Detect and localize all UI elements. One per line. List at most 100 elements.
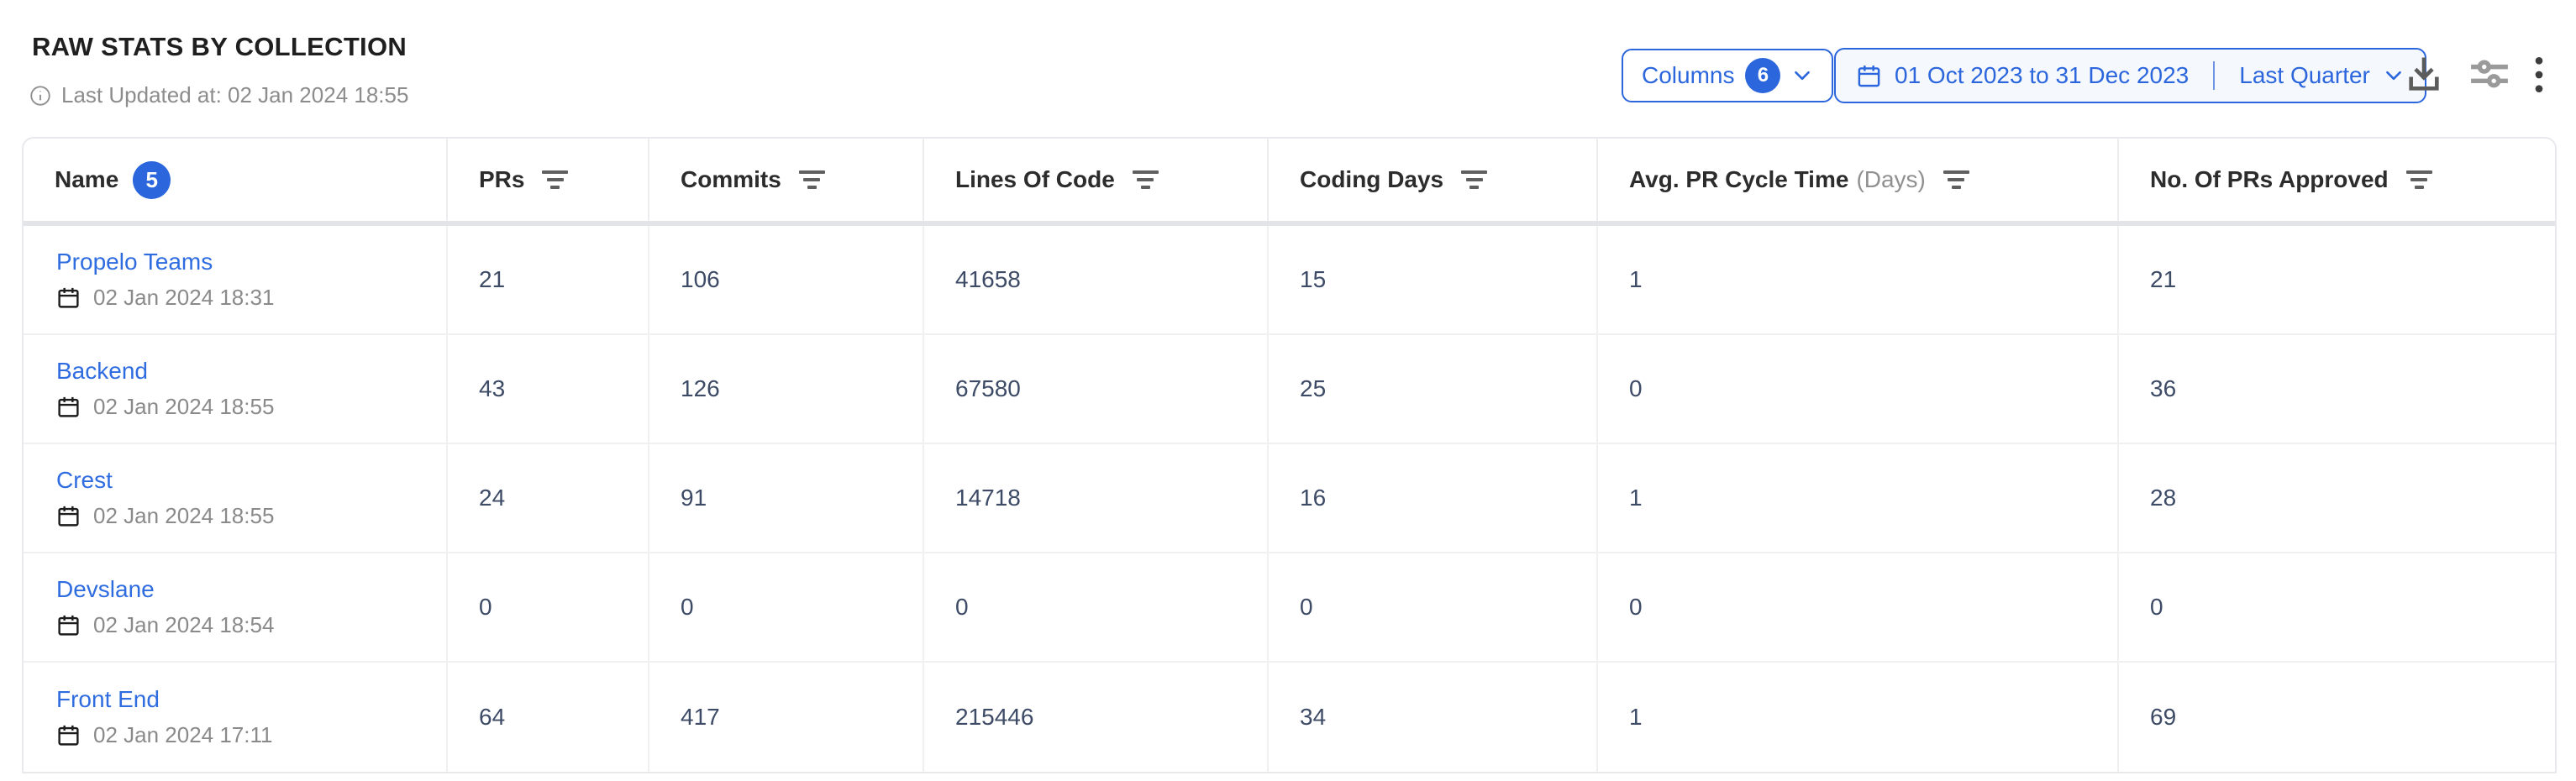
name-count-badge: 5 bbox=[133, 160, 171, 199]
download-icon bbox=[2409, 57, 2439, 91]
column-header: Avg. PR Cycle Time (Days) bbox=[1598, 139, 2119, 221]
row-updated-date: 02 Jan 2024 18:55 bbox=[93, 394, 275, 419]
column-header: PRs bbox=[448, 139, 649, 221]
metric-cell: 91 bbox=[649, 444, 924, 552]
page-title: RAW STATS BY COLLECTION bbox=[32, 32, 407, 61]
download-button[interactable] bbox=[2405, 55, 2443, 94]
name-cell: Devslane 02 Jan 2024 18:54 bbox=[24, 553, 448, 661]
metric-cell: 0 bbox=[1598, 335, 2119, 443]
chevron-down-icon bbox=[1795, 71, 1811, 81]
filter-icon[interactable] bbox=[1461, 170, 1488, 189]
column-header: Coding Days bbox=[1269, 139, 1598, 221]
metric-cell: 0 bbox=[1269, 553, 1598, 661]
metric-cell: 15 bbox=[1269, 226, 1598, 333]
row-updated-date: 02 Jan 2024 17:11 bbox=[93, 722, 273, 747]
sliders-icon bbox=[2471, 60, 2508, 88]
metric-cell: 1 bbox=[1598, 663, 2119, 772]
raw-stats-table: Name 5 PRs Commits Lines Of Code Coding … bbox=[22, 137, 2557, 773]
metric-cell: 36 bbox=[2150, 375, 2177, 401]
name-cell: Backend 02 Jan 2024 18:55 bbox=[24, 335, 448, 443]
column-header-suffix: (Days) bbox=[1856, 166, 1926, 192]
column-header-label: Coding Days bbox=[1300, 166, 1444, 192]
date-preset-label[interactable]: Last Quarter bbox=[2239, 62, 2370, 88]
metric-cell: 14718 bbox=[924, 444, 1269, 552]
metric-cell: 67580 bbox=[924, 335, 1269, 443]
metric-cell: 24 bbox=[448, 444, 649, 552]
table-row: Backend 02 Jan 2024 18:55 43 126 67580 2… bbox=[24, 335, 2555, 444]
column-header: Lines Of Code bbox=[924, 139, 1269, 221]
metric-cell: 41658 bbox=[924, 226, 1269, 333]
collection-link[interactable]: Crest bbox=[56, 467, 113, 493]
filter-settings-button[interactable] bbox=[2468, 54, 2510, 96]
metric-cell: 21 bbox=[2150, 266, 2177, 292]
filter-icon[interactable] bbox=[2405, 170, 2432, 189]
columns-button[interactable]: Columns 6 bbox=[1622, 49, 1834, 102]
row-updated-date: 02 Jan 2024 18:54 bbox=[93, 612, 275, 637]
row-updated: 02 Jan 2024 18:31 bbox=[56, 285, 274, 311]
metric-cell: 21 bbox=[448, 226, 649, 333]
collection-link[interactable]: Backend bbox=[56, 358, 148, 384]
filter-icon[interactable] bbox=[1132, 170, 1159, 189]
columns-button-label: Columns bbox=[1642, 62, 1735, 88]
metric-cell: 0 bbox=[1598, 553, 2119, 661]
metric-cell: 34 bbox=[1269, 663, 1598, 772]
collection-link[interactable]: Devslane bbox=[56, 576, 155, 602]
chevron-down-icon bbox=[2386, 71, 2401, 81]
row-updated-date: 02 Jan 2024 18:31 bbox=[93, 285, 275, 310]
name-cell: Propelo Teams 02 Jan 2024 18:31 bbox=[24, 226, 448, 333]
column-header-label: PRs bbox=[479, 166, 525, 192]
row-updated: 02 Jan 2024 18:55 bbox=[56, 503, 274, 529]
metric-cell: 64 bbox=[448, 663, 649, 772]
row-updated: 02 Jan 2024 18:55 bbox=[56, 394, 274, 420]
calendar-icon bbox=[1858, 65, 1880, 86]
column-header-label: Commits bbox=[681, 166, 781, 192]
column-header-label: Avg. PR Cycle Time bbox=[1629, 166, 1849, 192]
name-cell: Front End 02 Jan 2024 17:11 bbox=[24, 663, 448, 772]
metric-cell: 1 bbox=[1598, 444, 2119, 552]
table-row: Devslane 02 Jan 2024 18:54 0 0 0 0 0 0 bbox=[24, 553, 2555, 663]
filter-icon[interactable] bbox=[542, 170, 569, 189]
name-cell: Crest 02 Jan 2024 18:55 bbox=[24, 444, 448, 552]
metric-cell: 69 bbox=[2150, 704, 2177, 730]
metric-cell: 0 bbox=[924, 553, 1269, 661]
metric-cell: 16 bbox=[1269, 444, 1598, 552]
last-updated: Last Updated at: 02 Jan 2024 18:55 bbox=[29, 82, 408, 108]
metric-cell: 0 bbox=[448, 553, 649, 661]
last-updated-text: Last Updated at: 02 Jan 2024 18:55 bbox=[61, 82, 409, 107]
table-body: Propelo Teams 02 Jan 2024 18:31 21 106 4… bbox=[24, 226, 2555, 772]
metric-cell: 43 bbox=[448, 335, 649, 443]
column-header: Commits bbox=[649, 139, 924, 221]
calendar-icon bbox=[58, 615, 79, 636]
date-range-button[interactable]: 01 Oct 2023 to 31 Dec 2023 Last Quarter bbox=[1834, 48, 2426, 103]
metric-cell: 0 bbox=[649, 553, 924, 661]
metric-cell: 0 bbox=[2150, 594, 2163, 620]
metric-cell: 106 bbox=[649, 226, 924, 333]
metric-cell: 417 bbox=[649, 663, 924, 772]
table-header-row: Name 5 PRs Commits Lines Of Code Coding … bbox=[24, 139, 2555, 226]
calendar-icon bbox=[58, 396, 79, 417]
column-header: No. Of PRs Approved bbox=[2119, 139, 2555, 221]
row-updated-date: 02 Jan 2024 18:55 bbox=[93, 503, 275, 528]
collection-link[interactable]: Propelo Teams bbox=[56, 249, 213, 275]
table-row: Crest 02 Jan 2024 18:55 24 91 14718 16 1… bbox=[24, 444, 2555, 553]
metric-cell: 215446 bbox=[924, 663, 1269, 772]
metric-cell: 1 bbox=[1598, 226, 2119, 333]
calendar-icon bbox=[58, 287, 79, 308]
kebab-menu-icon bbox=[2535, 57, 2543, 92]
filter-icon[interactable] bbox=[798, 170, 825, 189]
table-row: Propelo Teams 02 Jan 2024 18:31 21 106 4… bbox=[24, 226, 2555, 335]
column-header-label: Lines Of Code bbox=[955, 166, 1115, 192]
table-row: Front End 02 Jan 2024 17:11 64 417 21544… bbox=[24, 663, 2555, 772]
column-header-label: Name bbox=[55, 166, 119, 192]
date-range-divider bbox=[2213, 61, 2216, 90]
more-options-button[interactable] bbox=[2522, 54, 2556, 96]
column-header: Name 5 bbox=[24, 139, 448, 221]
calendar-icon bbox=[58, 506, 79, 527]
columns-count-badge: 6 bbox=[1745, 58, 1781, 93]
filter-icon[interactable] bbox=[1943, 170, 1969, 189]
collection-link[interactable]: Front End bbox=[56, 686, 160, 712]
column-header-label: No. Of PRs Approved bbox=[2150, 166, 2389, 192]
calendar-icon bbox=[58, 725, 79, 746]
row-updated: 02 Jan 2024 18:54 bbox=[56, 612, 274, 638]
metric-cell: 28 bbox=[2150, 485, 2177, 511]
